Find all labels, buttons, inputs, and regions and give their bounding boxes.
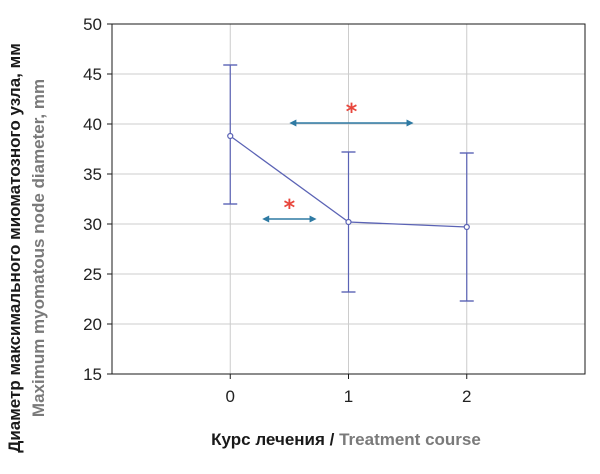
- y-tick-label: 20: [83, 315, 102, 334]
- y-tick-label: 45: [83, 65, 102, 84]
- x-tick-label: 2: [462, 387, 471, 406]
- data-point: [463, 223, 470, 231]
- y-tick-label: 50: [83, 15, 102, 34]
- y-tick-label: 40: [83, 115, 102, 134]
- x-axis-label-en: Treatment course: [339, 430, 481, 449]
- y-tick-label: 35: [83, 165, 102, 184]
- x-axis-label: Курс лечения / Treatment course: [211, 430, 481, 449]
- x-axis-label-ru: Курс лечения /: [211, 430, 339, 449]
- x-tick-label: 0: [226, 387, 235, 406]
- y-axis-ticks: 15 20 25 30 35 40 45 50: [83, 15, 112, 384]
- y-tick-label: 25: [83, 265, 102, 284]
- annotation-arrow-head-left: [262, 215, 270, 223]
- significance-star: *: [346, 100, 358, 125]
- annotation-arrow-head-right: [309, 215, 317, 223]
- y-tick-label: 15: [83, 365, 102, 384]
- x-tick-label: 1: [344, 387, 353, 406]
- series-layer: [223, 64, 474, 302]
- data-point: [345, 218, 352, 226]
- x-axis-ticks: 0 1 2: [226, 374, 471, 406]
- y-axis-label-en-text: Maximum myomatous node diameter, mm: [29, 79, 48, 417]
- y-axis-label: Диаметр максимального миоматозного узла,…: [5, 43, 24, 453]
- significance-star: *: [284, 196, 296, 221]
- data-point: [227, 132, 234, 140]
- y-axis-label-ru: Диаметр максимального миоматозного узла,…: [5, 43, 24, 453]
- annotation-arrow-head-left: [289, 119, 297, 127]
- annotation-arrow-head-right: [406, 119, 414, 127]
- y-tick-label: 30: [83, 215, 102, 234]
- y-axis-label-en: Maximum myomatous node diameter, mm: [29, 79, 48, 417]
- annotations-layer: **: [262, 100, 414, 223]
